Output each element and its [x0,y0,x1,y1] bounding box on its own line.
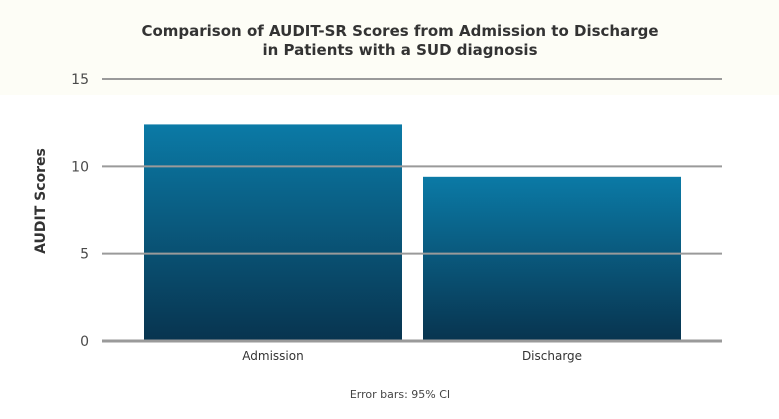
chart-footnote: Error bars: 95% CI [350,388,450,401]
y-axis-label: AUDIT Scores [33,148,49,254]
y-tick-label-5: 5 [80,247,89,263]
bar-admission [144,124,402,341]
category-labels: Admission Discharge [242,349,582,363]
chart-title-line-1: Comparison of AUDIT-SR Scores from Admis… [141,22,658,40]
chart-title-line-2: in Patients with a SUD diagnosis [262,41,537,59]
y-tick-label-15: 15 [71,72,89,88]
x-tick-label-discharge: Discharge [522,349,582,363]
y-tick-label-0: 0 [80,334,89,350]
y-tick-labels: 0 5 10 15 [71,72,89,350]
bar-discharge [423,176,681,341]
bars [144,124,681,341]
y-tick-label-10: 10 [71,159,89,175]
gridlines [102,78,722,343]
x-tick-label-admission: Admission [242,349,303,363]
